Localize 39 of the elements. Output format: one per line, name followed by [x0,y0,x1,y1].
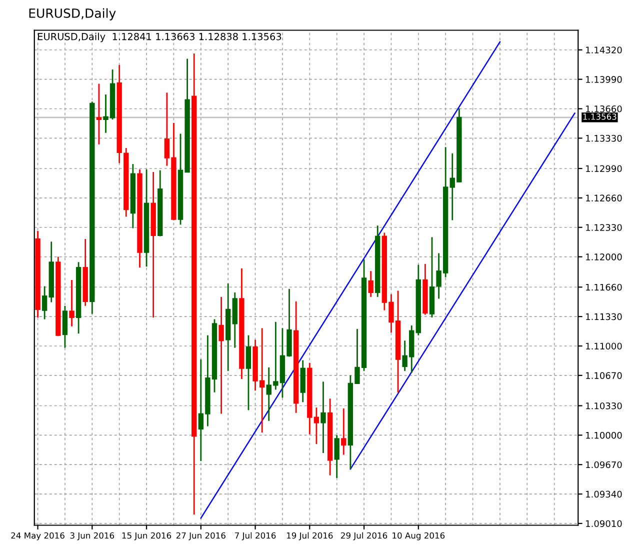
candlestick [341,408,346,456]
y-tick-label: 1.13990 [586,76,622,83]
candlestick [96,83,102,146]
ref-line-label: 1.13563 [583,114,616,120]
y-tick-label: 1.10670 [586,372,622,379]
candlestick [368,270,374,298]
x-tick-label: 3 Jun 2016 [70,532,114,540]
candlestick [334,434,340,479]
y-tick-label: 1.11330 [586,313,622,320]
x-tick-label: 24 May 2016 [11,532,64,540]
y-tick-label: 1.12660 [586,194,622,202]
candlestick [218,296,224,414]
candlestick [42,286,48,320]
x-tick-label: 19 Jul 2016 [286,532,333,540]
x-tick-label: 15 Jun 2016 [122,532,172,540]
chart-title: EURUSD,Daily [29,8,116,20]
y-tick-label: 1.12330 [586,224,622,231]
x-tick-label: 10 Aug 2016 [392,532,445,540]
y-tick-label: 1.13330 [586,134,622,142]
y-tick-label: 1.12990 [586,165,622,172]
y-tick-label: 1.11000 [586,342,622,350]
x-tick-label: 29 Jul 2016 [341,532,388,540]
y-tick-label: 1.09010 [586,520,622,528]
y-tick-label: 1.09340 [586,490,622,498]
y-tick-label: 1.11660 [586,284,622,291]
x-tick-label: 27 Jun 2016 [176,532,226,540]
candlestick [246,334,252,411]
y-tick-label: 1.10330 [586,402,622,410]
x-tick-label: 7 Jul 2016 [235,532,276,540]
candlestick [314,406,320,445]
y-tick-label: 1.09670 [586,461,622,468]
candlestick [62,305,68,348]
y-tick-label: 1.12000 [586,254,622,260]
y-tick-label: 1.10000 [586,432,622,439]
candlestick [69,279,74,328]
y-tick-label: 1.14320 [586,46,622,54]
candlestick [320,380,326,454]
chart-subtitle: EURUSD,Daily 1.12841 1.13663 1.12838 1.13563 [38,32,282,42]
y-tick-label: 1.13660 [586,105,622,112]
